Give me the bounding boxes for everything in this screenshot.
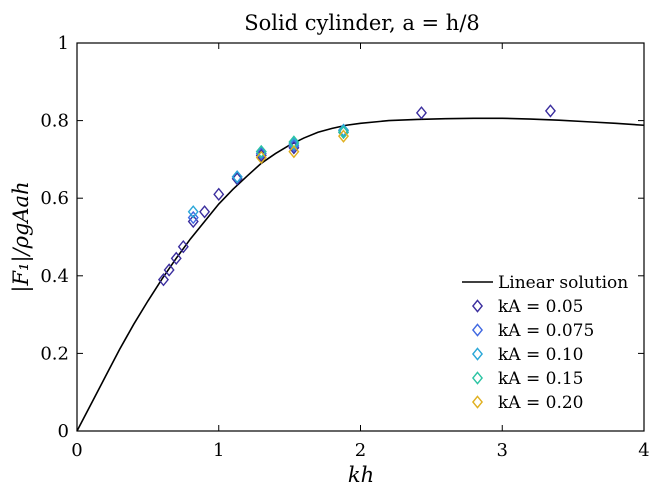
data-point [288, 137, 300, 151]
y-tick-label: 0.6 [40, 188, 69, 209]
ticks-layer [76, 42, 645, 432]
data-point [187, 210, 199, 225]
data-point [337, 123, 349, 138]
legend-label: kA = 0.20 [498, 393, 583, 413]
x-tick-label: 2 [355, 440, 366, 461]
x-tick-label: 1 [213, 440, 224, 461]
data-point [177, 239, 189, 254]
data-point [544, 104, 556, 118]
y-tick-label: 0.2 [40, 343, 69, 364]
data-point [288, 144, 300, 159]
data-point [255, 144, 267, 159]
legend: Linear solution kA = 0.05 kA = 0.075 kA = 0… [462, 273, 628, 413]
legend-label: kA = 0.15 [498, 369, 583, 389]
legend-marker [471, 395, 484, 409]
y-axis-title: |F₁|/ρgAah [9, 181, 34, 292]
legend-label: Linear solution [498, 273, 628, 293]
data-point [415, 106, 427, 120]
chart-title: Solid cylinder, a = h/8 [244, 11, 480, 35]
legend-label: kA = 0.05 [498, 297, 583, 317]
data-point [337, 129, 349, 143]
series-markers-layer [157, 104, 556, 287]
tick-labels-layer: 0 1 2 3 4 0 0.2 0.4 0.6 0.8 1 [40, 33, 649, 461]
data-point [199, 205, 211, 219]
data-point [163, 263, 175, 277]
data-point [255, 150, 267, 165]
x-tick-label: 4 [638, 440, 649, 461]
legend-marker [471, 371, 484, 385]
x-axis-title: kh [348, 463, 374, 487]
legend-marker [471, 323, 484, 337]
data-point [255, 146, 267, 161]
data-point [213, 187, 225, 202]
data-point [231, 172, 243, 186]
y-tick-label: 0.4 [40, 266, 69, 287]
legend-marker [471, 347, 484, 361]
legend-marker [471, 299, 484, 313]
x-tick-label: 3 [497, 440, 508, 461]
legend-label: kA = 0.10 [498, 345, 583, 365]
data-point [170, 251, 182, 266]
y-tick-label: 0 [58, 421, 69, 442]
legend-label: kA = 0.075 [498, 321, 594, 341]
data-point [187, 205, 199, 219]
x-tick-label: 0 [71, 440, 82, 461]
y-tick-label: 0.8 [40, 111, 69, 132]
data-point [288, 135, 300, 149]
data-point [337, 125, 349, 139]
data-point [231, 170, 243, 184]
y-tick-label: 1 [58, 33, 69, 54]
data-point [157, 272, 169, 287]
